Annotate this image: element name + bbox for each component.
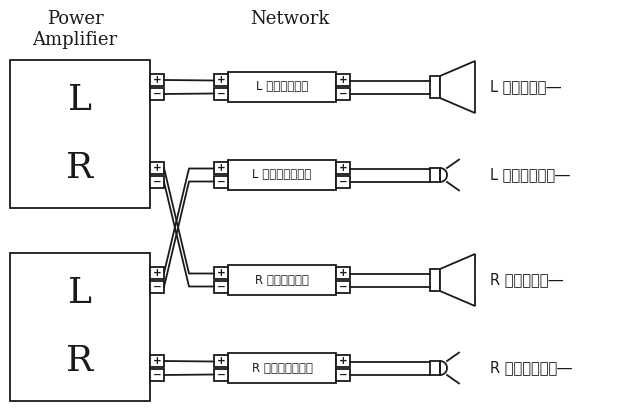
Text: +: + (216, 356, 225, 366)
Bar (430, 168, 440, 182)
Bar (430, 361, 440, 375)
Text: −: − (339, 370, 348, 380)
Polygon shape (440, 61, 475, 113)
Bar (214, 88, 228, 100)
Text: −: − (216, 282, 225, 292)
Bar (150, 267, 164, 279)
Bar (214, 267, 228, 279)
Text: +: + (216, 268, 225, 278)
Text: −: − (152, 282, 161, 292)
Text: R: R (67, 344, 93, 378)
Polygon shape (440, 254, 475, 306)
Bar (150, 281, 164, 293)
Text: R トゥイーター―: R トゥイーター― (490, 360, 572, 375)
Text: +: + (339, 163, 348, 173)
Text: +: + (216, 75, 225, 85)
Bar (214, 162, 228, 174)
Text: R ウーファー用: R ウーファー用 (255, 273, 309, 286)
Text: L ウーファー―: L ウーファー― (490, 79, 561, 94)
Bar (228, 353, 336, 383)
Bar (214, 369, 228, 381)
Bar (336, 355, 350, 367)
Bar (150, 355, 164, 367)
Text: R: R (67, 151, 93, 185)
Text: −: − (216, 370, 225, 380)
Text: Network: Network (250, 10, 330, 28)
Text: L ウーファー用: L ウーファー用 (256, 81, 308, 94)
Bar (228, 72, 336, 102)
Bar (214, 176, 228, 188)
Text: +: + (216, 163, 225, 173)
Text: −: − (216, 89, 225, 99)
Text: −: − (152, 370, 161, 380)
Text: −: − (216, 177, 225, 187)
Bar (430, 269, 440, 291)
Bar (336, 74, 350, 86)
Text: −: − (339, 89, 348, 99)
Text: −: − (339, 282, 348, 292)
Bar (336, 88, 350, 100)
Bar (336, 162, 350, 174)
Text: +: + (152, 75, 161, 85)
Text: L トゥイーター―: L トゥイーター― (490, 168, 570, 183)
Bar (150, 176, 164, 188)
Bar (336, 369, 350, 381)
Text: +: + (152, 163, 161, 173)
Text: +: + (152, 268, 161, 278)
Bar (214, 355, 228, 367)
Bar (10, 60, 150, 208)
Text: +: + (152, 356, 161, 366)
Bar (150, 369, 164, 381)
Bar (336, 267, 350, 279)
Text: Power
Amplifier: Power Amplifier (33, 10, 118, 49)
Text: L: L (68, 276, 92, 310)
Text: −: − (339, 177, 348, 187)
Bar (150, 162, 164, 174)
Bar (228, 265, 336, 295)
Text: +: + (339, 356, 348, 366)
Text: +: + (339, 268, 348, 278)
Text: R ウーファー―: R ウーファー― (490, 273, 563, 288)
Text: L トゥイーター用: L トゥイーター用 (252, 168, 312, 181)
Bar (336, 281, 350, 293)
Bar (336, 176, 350, 188)
Bar (430, 76, 440, 98)
Text: +: + (339, 75, 348, 85)
Bar (214, 281, 228, 293)
Bar (150, 88, 164, 100)
Text: −: − (152, 177, 161, 187)
Bar (10, 253, 150, 401)
Bar (228, 160, 336, 190)
Text: L: L (68, 83, 92, 117)
Text: −: − (152, 89, 161, 99)
Bar (214, 74, 228, 86)
Text: R トゥイーター用: R トゥイーター用 (252, 362, 312, 375)
Bar (150, 74, 164, 86)
